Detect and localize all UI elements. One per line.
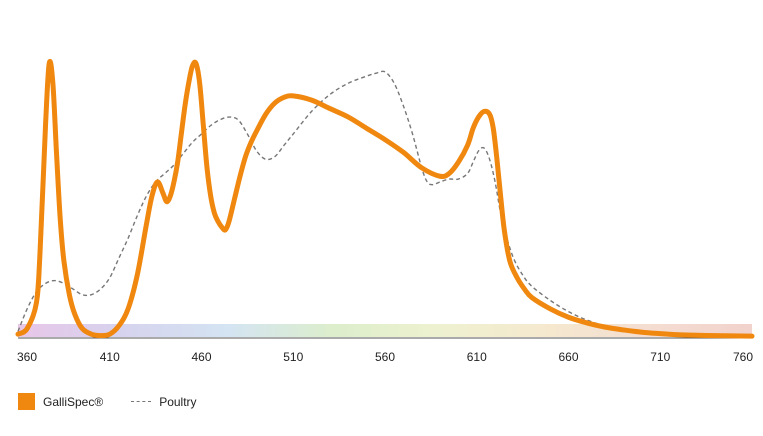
x-tick-label: 360 [17, 350, 37, 364]
x-tick-label: 460 [191, 350, 211, 364]
x-tick-label: 410 [100, 350, 120, 364]
legend-item-gallispec: GalliSpec® [18, 393, 103, 410]
legend-swatch-poultry [131, 401, 152, 402]
x-tick-label: 560 [375, 350, 395, 364]
legend-item-poultry: Poultry [131, 394, 197, 409]
series-line-poultry [17, 70, 753, 338]
x-tick-label: 710 [650, 350, 670, 364]
x-tick-label: 510 [283, 350, 303, 364]
series-layer [15, 58, 755, 339]
x-axis-ticks: 360 410 460 510 560 610 660 710 760 [17, 350, 753, 364]
x-tick-label: 660 [558, 350, 578, 364]
legend-swatch-gallispec [18, 393, 35, 410]
legend: GalliSpec® Poultry [18, 393, 197, 410]
legend-label-poultry: Poultry [159, 394, 197, 409]
x-tick-label: 610 [467, 350, 487, 364]
x-tick-label: 760 [733, 350, 753, 364]
series-line-gallispec [15, 58, 755, 339]
legend-label-gallispec: GalliSpec® [43, 394, 104, 409]
visible-spectrum-band [18, 324, 752, 337]
